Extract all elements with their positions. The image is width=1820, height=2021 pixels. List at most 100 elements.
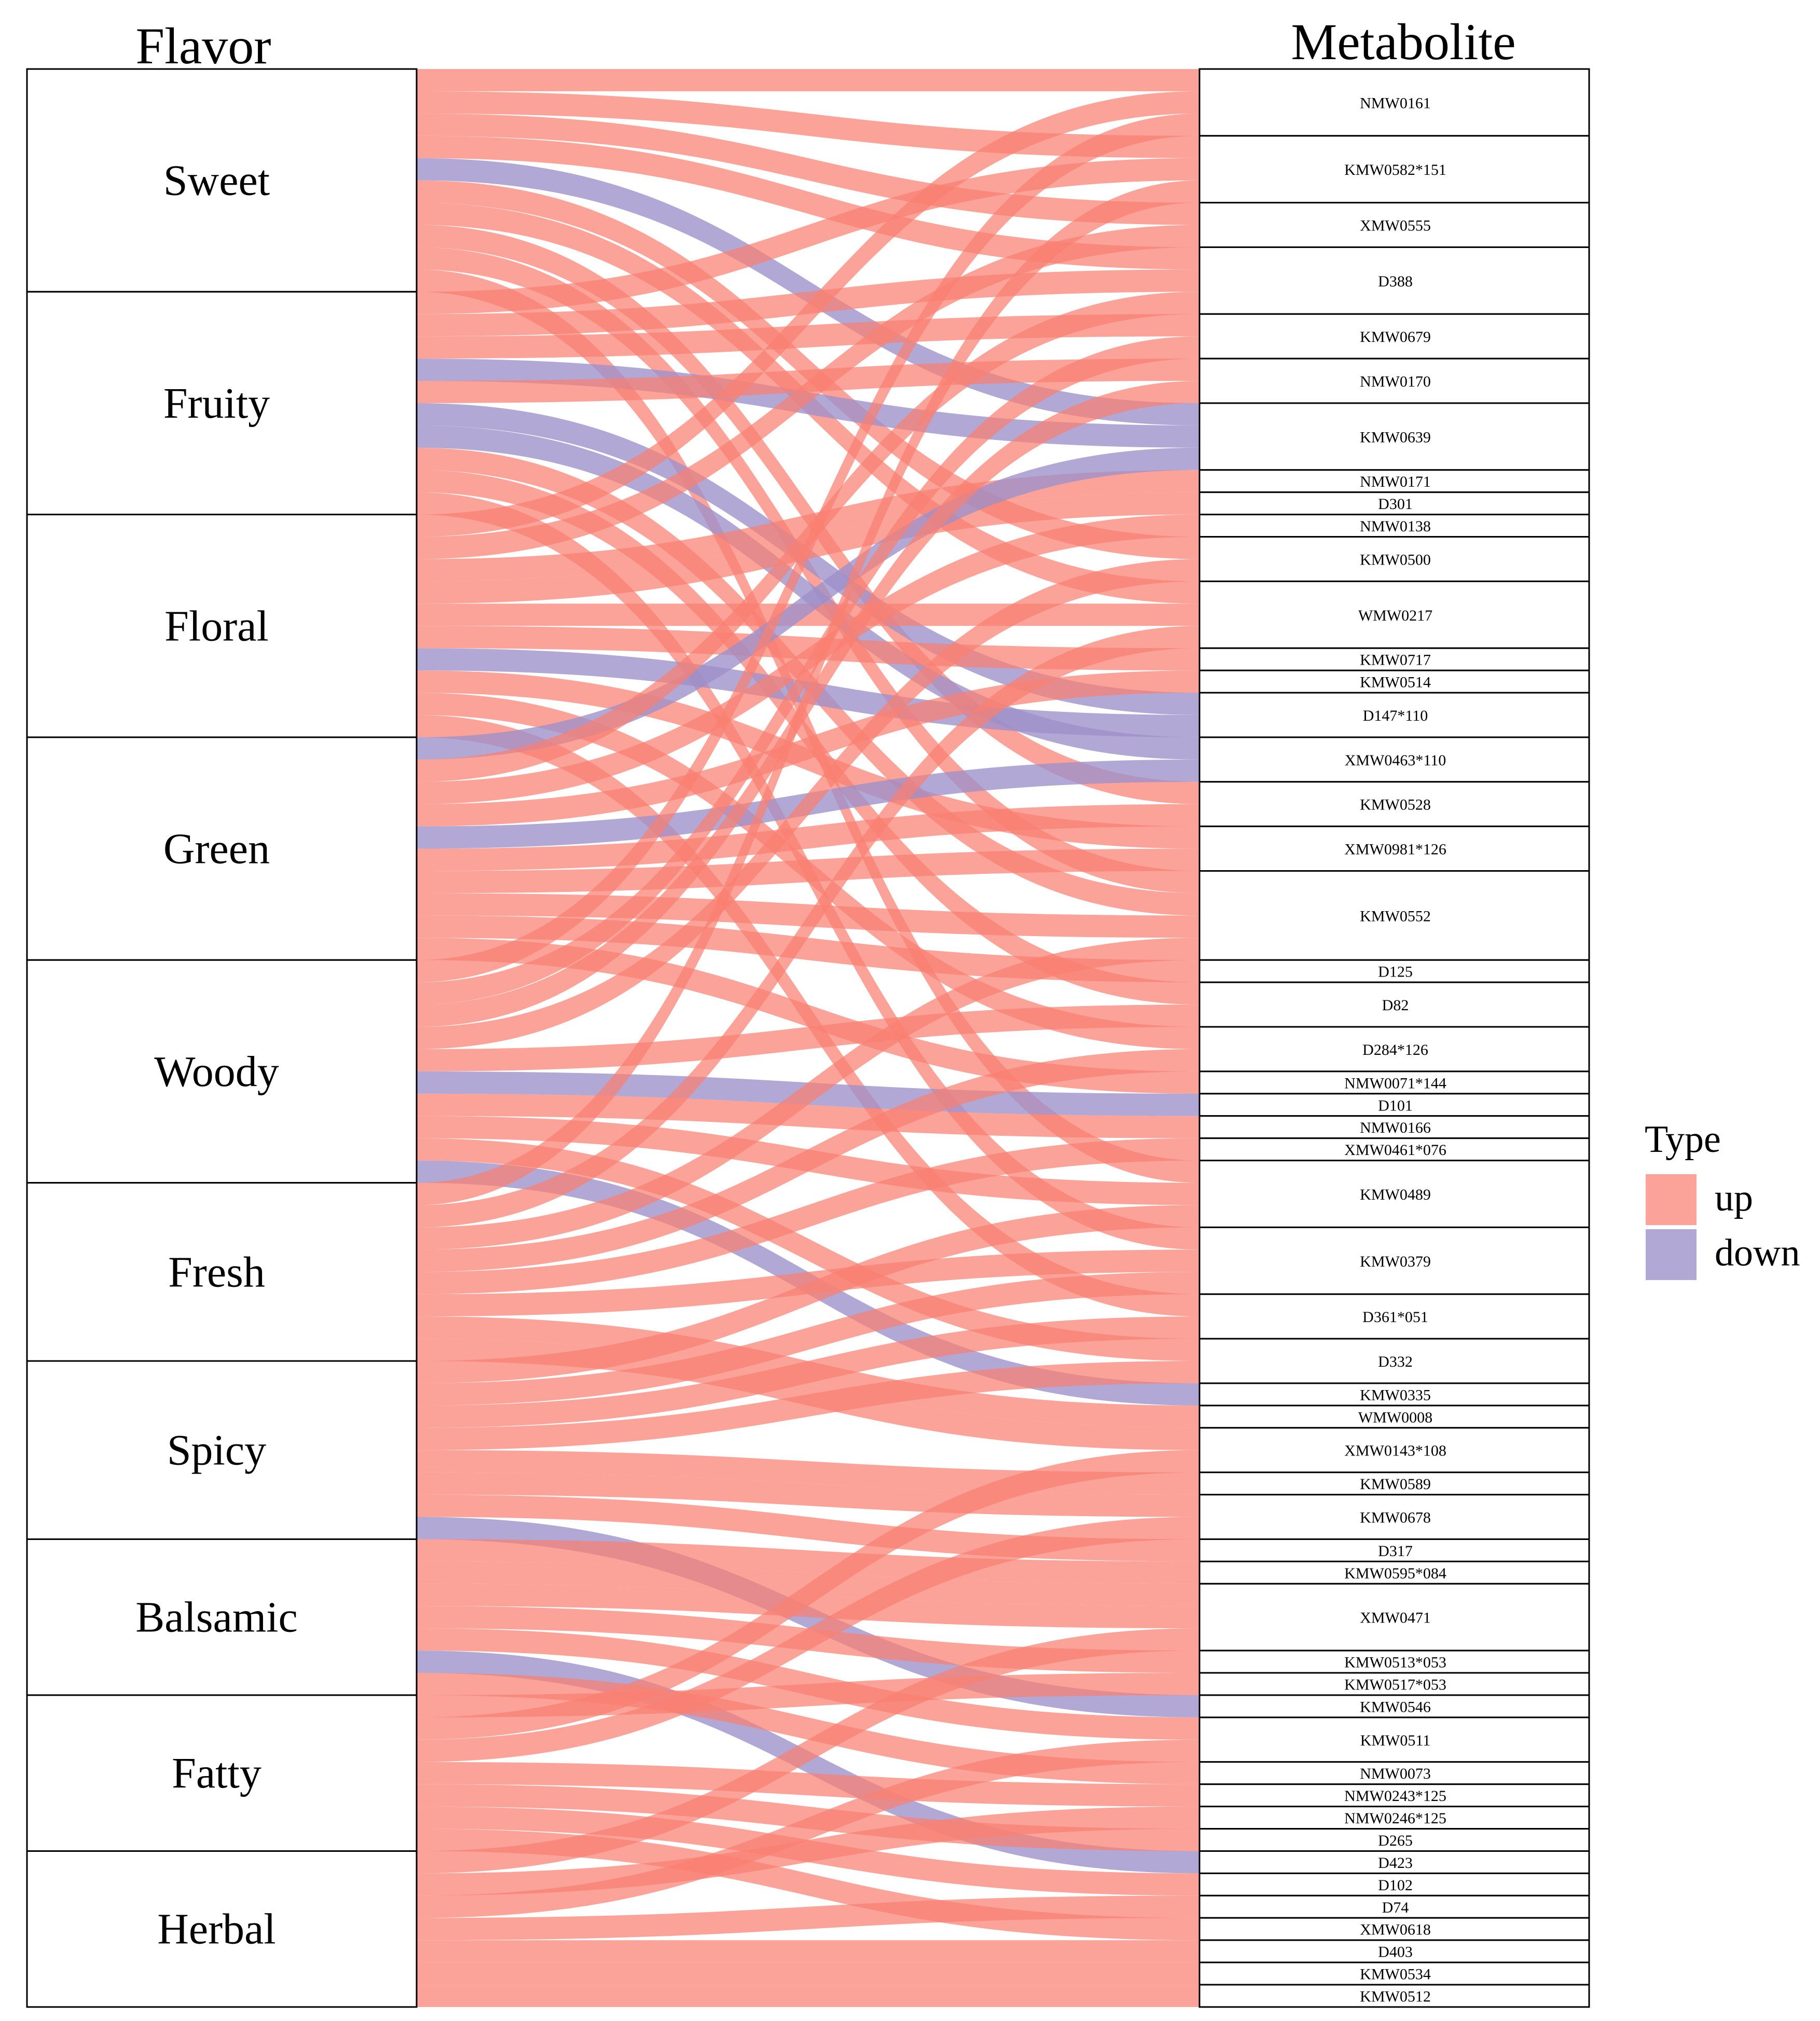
- legend: Type up down: [1645, 1118, 1800, 1280]
- flavor-label-spicy: Spicy: [167, 1426, 266, 1475]
- flavor-box-herbal: [26, 1850, 418, 2008]
- flow-fruity-16: [417, 425, 1199, 760]
- metabolite-label-nmw0161: NMW0161: [1360, 94, 1431, 112]
- metabolite-box-wmw0217: [1198, 580, 1590, 649]
- metabolite-box-kmw0639: [1198, 402, 1590, 471]
- metabolite-label-nmw0246-125: NMW0246*125: [1344, 1810, 1446, 1827]
- metabolite-axis-title: Metabolite: [1291, 13, 1515, 71]
- flow-spicy-63: [417, 1472, 1199, 1517]
- metabolite-box-kmw0512: [1198, 1984, 1590, 2008]
- metabolite-label-kmw0513-053: KMW0513*053: [1344, 1654, 1446, 1671]
- metabolite-label-d361-051: D361*051: [1362, 1309, 1428, 1326]
- flow-sweet-2: [417, 113, 1199, 225]
- metabolite-box-nmw0166: [1198, 1115, 1590, 1139]
- flavor-box-woody: [26, 959, 418, 1184]
- flow-fruity-10: [417, 158, 1199, 314]
- metabolite-box-d74: [1198, 1894, 1590, 1919]
- metabolite-label-nmw0073: NMW0073: [1360, 1765, 1431, 1782]
- metabolite-box-d388: [1198, 246, 1590, 315]
- metabolite-label-d82: D82: [1382, 997, 1409, 1014]
- flow-herbal-83: [417, 1895, 1199, 1941]
- metabolite-label-xmw0461-076: XMW0461*076: [1344, 1142, 1446, 1159]
- flow-herbal-86: [417, 1985, 1199, 2007]
- metabolite-label-d101: D101: [1378, 1097, 1413, 1114]
- metabolite-label-kmw0717: KMW0717: [1360, 652, 1431, 669]
- metabolite-box-nmw0246-125: [1198, 1806, 1590, 1830]
- flow-sweet-3: [417, 135, 1199, 270]
- flow-woody-40: [417, 113, 1199, 983]
- flow-balsamic-71: [417, 1651, 1199, 1874]
- metabolite-label-nmw0171: NMW0171: [1360, 473, 1431, 490]
- flow-woody-46: [417, 1093, 1199, 1138]
- flow-fresh-55: [417, 1249, 1199, 1317]
- metabolite-label-xmw0463-110: XMW0463*110: [1345, 752, 1446, 769]
- flow-herbal-80: [417, 1628, 1199, 1874]
- legend-swatch-down: [1646, 1229, 1697, 1280]
- metabolite-box-kmw0511: [1198, 1716, 1590, 1763]
- flavor-label-herbal: Herbal: [157, 1905, 276, 1954]
- metabolite-label-d284-126: D284*126: [1362, 1041, 1428, 1058]
- flow-fresh-51: [417, 626, 1199, 1228]
- metabolite-box-kmw0528: [1198, 781, 1590, 828]
- metabolite-label-nmw0071-144: NMW0071*144: [1344, 1075, 1446, 1092]
- flavor-box-green: [26, 736, 418, 961]
- metabolite-label-kmw0528: KMW0528: [1360, 796, 1431, 814]
- metabolite-label-kmw0335: KMW0335: [1360, 1386, 1431, 1404]
- metabolite-label-d147-110: D147*110: [1363, 707, 1428, 724]
- legend-swatch-up: [1646, 1174, 1697, 1225]
- metabolite-label-kmw0552: KMW0552: [1360, 908, 1431, 925]
- metabolite-box-nmw0071-144: [1198, 1070, 1590, 1095]
- metabolite-label-d317: D317: [1378, 1543, 1413, 1560]
- flow-spicy-59: [417, 1272, 1199, 1406]
- flow-ribbons: [417, 69, 1199, 2007]
- metabolite-label-kmw0514: KMW0514: [1360, 674, 1431, 691]
- flow-herbal-84: [417, 1940, 1199, 1963]
- metabolite-label-kmw0534: KMW0534: [1360, 1966, 1431, 1983]
- metabolite-box-kmw0335: [1198, 1382, 1590, 1407]
- metabolite-label-xmw0555: XMW0555: [1360, 217, 1431, 235]
- flow-sweet-0: [417, 69, 1199, 91]
- metabolite-label-kmw0511: KMW0511: [1360, 1732, 1431, 1749]
- flavor-label-balsamic: Balsamic: [135, 1593, 298, 1642]
- flow-herbal-81: [417, 1806, 1199, 1896]
- metabolite-label-kmw0500: KMW0500: [1360, 551, 1431, 568]
- metabolite-label-nmw0138: NMW0138: [1360, 518, 1431, 535]
- metabolite-box-nmw0073: [1198, 1761, 1590, 1785]
- metabolite-label-kmw0639: KMW0639: [1360, 429, 1431, 446]
- metabolite-box-d332: [1198, 1338, 1590, 1384]
- flavor-box-fruity: [26, 291, 418, 516]
- metabolite-label-xmw0618: XMW0618: [1360, 1921, 1431, 1938]
- flow-floral-21: [417, 225, 1199, 559]
- flow-green-30: [417, 447, 1199, 760]
- metabolite-strata: NMW0161 KMW0582*151 XMW0555 D388 KMW0679 NMW0…: [1198, 68, 1590, 2008]
- metabolite-box-nmw0170: [1198, 358, 1590, 404]
- flavor-box-balsamic: [26, 1538, 418, 1696]
- metabolite-label-d301: D301: [1378, 496, 1413, 513]
- metabolite-box-xmw0471: [1198, 1583, 1590, 1652]
- metabolite-box-xmw0463-110: [1198, 736, 1590, 783]
- metabolite-box-kmw0546: [1198, 1694, 1590, 1718]
- flow-fresh-52: [417, 938, 1199, 1250]
- flow-balsamic-66: [417, 1539, 1199, 1584]
- flow-herbal-85: [417, 1962, 1199, 1985]
- metabolite-box-d101: [1198, 1093, 1590, 1117]
- metabolite-label-d388: D388: [1378, 273, 1413, 290]
- flavor-box-floral: [26, 514, 418, 738]
- flavor-label-woody: Woody: [154, 1048, 279, 1096]
- flow-fresh-54: [417, 1138, 1199, 1295]
- metabolite-box-d125: [1198, 959, 1590, 983]
- flavor-box-fresh: [26, 1182, 418, 1362]
- flow-fatty-76: [417, 1762, 1199, 1807]
- flavor-box-spicy: [26, 1360, 418, 1540]
- flow-woody-44: [417, 1005, 1199, 1071]
- metabolite-label-kmw0379: KMW0379: [1360, 1253, 1431, 1270]
- metabolite-label-kmw0546: KMW0546: [1360, 1698, 1431, 1715]
- flow-fatty-74: [417, 1450, 1199, 1740]
- metabolite-label-d403: D403: [1378, 1944, 1413, 1961]
- flow-fruity-15: [417, 403, 1199, 715]
- flow-woody-41: [417, 336, 1199, 1005]
- metabolite-label-nmw0166: NMW0166: [1360, 1119, 1431, 1136]
- metabolite-label-xmw0471: XMW0471: [1360, 1610, 1431, 1627]
- flow-green-35: [417, 804, 1199, 871]
